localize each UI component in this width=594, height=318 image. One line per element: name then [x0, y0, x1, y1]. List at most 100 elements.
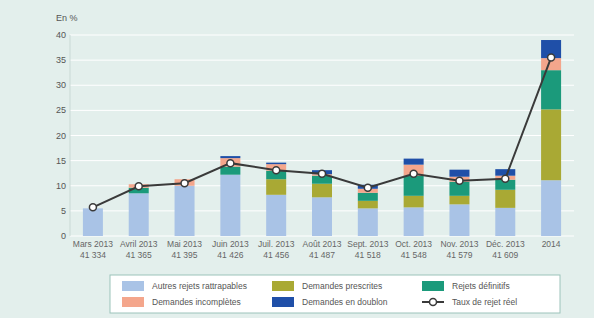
- grid-line: [70, 85, 574, 86]
- x-tick-label-line: 41 548: [401, 250, 427, 260]
- bar: [404, 207, 424, 236]
- bar: [541, 180, 561, 236]
- line-marker: [502, 175, 509, 182]
- line-marker: [89, 204, 96, 211]
- x-tick-label-line: Déc. 2013: [486, 239, 525, 249]
- bar: [220, 175, 240, 236]
- bar: [312, 184, 332, 198]
- x-tick-label: 2014: [542, 239, 561, 249]
- legend-swatch: [122, 297, 144, 307]
- bar: [541, 109, 561, 180]
- grid-line: [70, 60, 574, 61]
- marks: [83, 40, 561, 236]
- x-tick-label-line: Juin 2013: [212, 239, 249, 249]
- bar: [220, 156, 240, 158]
- legend-swatch: [422, 281, 444, 291]
- bar: [312, 197, 332, 236]
- bar: [358, 201, 378, 209]
- y-tick-label: 20: [56, 131, 66, 141]
- grid-line: [70, 135, 574, 136]
- x-tick-label-line: Mars 2013: [73, 239, 113, 249]
- y-tick-label: 30: [56, 80, 66, 90]
- y-axis-line: [70, 35, 71, 236]
- legend-label: Taux de rejet réel: [452, 297, 517, 307]
- y-tick-label: 15: [56, 156, 66, 166]
- line-marker: [227, 160, 234, 167]
- x-tick-label-line: 41 518: [355, 250, 381, 260]
- x-tick-label-line: Avril 2013: [120, 239, 158, 249]
- y-tick-label: 0: [61, 231, 66, 241]
- x-tick-label-line: Août 2013: [303, 239, 342, 249]
- line-marker: [181, 180, 188, 187]
- y-axis-label: En %: [56, 13, 78, 23]
- bar: [404, 196, 424, 208]
- legend-swatch: [272, 281, 294, 291]
- x-tick-label-line: 41 395: [172, 250, 198, 260]
- legend-box: [110, 275, 560, 313]
- line-marker: [364, 184, 371, 191]
- line-marker: [456, 177, 463, 184]
- x-tick-label-line: 41 609: [492, 250, 518, 260]
- bar: [266, 195, 286, 236]
- bar: [449, 204, 469, 236]
- x-tick-label-line: Sept. 2013: [347, 239, 388, 249]
- y-tick-label: 40: [56, 30, 66, 40]
- bar: [266, 163, 286, 165]
- x-tick-label: Sept. 201341 518: [347, 239, 388, 260]
- legend-label: Autres rejets rattrapables: [152, 281, 247, 291]
- grid-line: [70, 110, 574, 111]
- x-tick-label: Déc. 201341 609: [486, 239, 525, 260]
- y-tick-label: 25: [56, 105, 66, 115]
- bar: [449, 170, 469, 177]
- y-tick-label: 35: [56, 55, 66, 65]
- x-tick-label: Août 201341 487: [303, 239, 342, 260]
- x-tick-label: Juil. 201341 456: [258, 239, 295, 260]
- legend-swatch: [272, 297, 294, 307]
- line-marker: [548, 54, 555, 61]
- background: [0, 0, 594, 318]
- x-tick-label-line: 2014: [542, 239, 561, 249]
- bar: [129, 193, 149, 236]
- legend-label: Rejets définitifs: [452, 281, 510, 291]
- bar: [495, 190, 515, 208]
- x-tick-label: Juin 201341 426: [212, 239, 249, 260]
- legend-swatch: [122, 281, 144, 291]
- x-tick-label: Mai 201341 395: [167, 239, 202, 260]
- x-tick-label: Nov. 201341 579: [440, 239, 478, 260]
- x-tick-label-line: 41 487: [309, 250, 335, 260]
- bar: [495, 208, 515, 236]
- bar: [266, 179, 286, 195]
- line-marker: [410, 170, 417, 177]
- bar: [358, 193, 378, 201]
- x-tick-label: Oct. 201341 548: [395, 239, 432, 260]
- grid-line: [70, 35, 574, 36]
- line-marker: [135, 183, 142, 190]
- x-tick-label: Avril 201341 365: [120, 239, 158, 260]
- x-tick-label-line: 41 426: [217, 250, 243, 260]
- bar: [83, 208, 103, 236]
- bar: [220, 167, 240, 175]
- chart: En % 0 5 10 15 20 25 30 35 40 Mars 201341 334 Avril…: [0, 0, 594, 318]
- x-tick-label-line: 41 365: [126, 250, 152, 260]
- y-tick-label: 10: [56, 181, 66, 191]
- bar: [175, 186, 195, 236]
- bar: [449, 196, 469, 205]
- x-tick-label-line: Juil. 2013: [258, 239, 295, 249]
- bar: [358, 208, 378, 236]
- line-marker: [273, 167, 280, 174]
- x-tick-label-line: Mai 2013: [167, 239, 202, 249]
- legend-label: Demandes prescrites: [302, 281, 382, 291]
- legend-label: Demandes incomplètes: [152, 297, 241, 307]
- line-marker: [319, 170, 326, 177]
- x-tick-label-line: 41 456: [263, 250, 289, 260]
- legend-label: Demandes en doublon: [302, 297, 388, 307]
- x-tick-label-line: Oct. 2013: [395, 239, 432, 249]
- x-tick-label-line: 41 579: [446, 250, 472, 260]
- y-tick-label: 5: [61, 206, 66, 216]
- x-tick-label-line: Nov. 2013: [440, 239, 478, 249]
- bar: [404, 159, 424, 165]
- legend-swatch-marker: [430, 299, 437, 306]
- line: [93, 58, 551, 208]
- bar: [404, 176, 424, 196]
- x-tick-label: Mars 201341 334: [73, 239, 113, 260]
